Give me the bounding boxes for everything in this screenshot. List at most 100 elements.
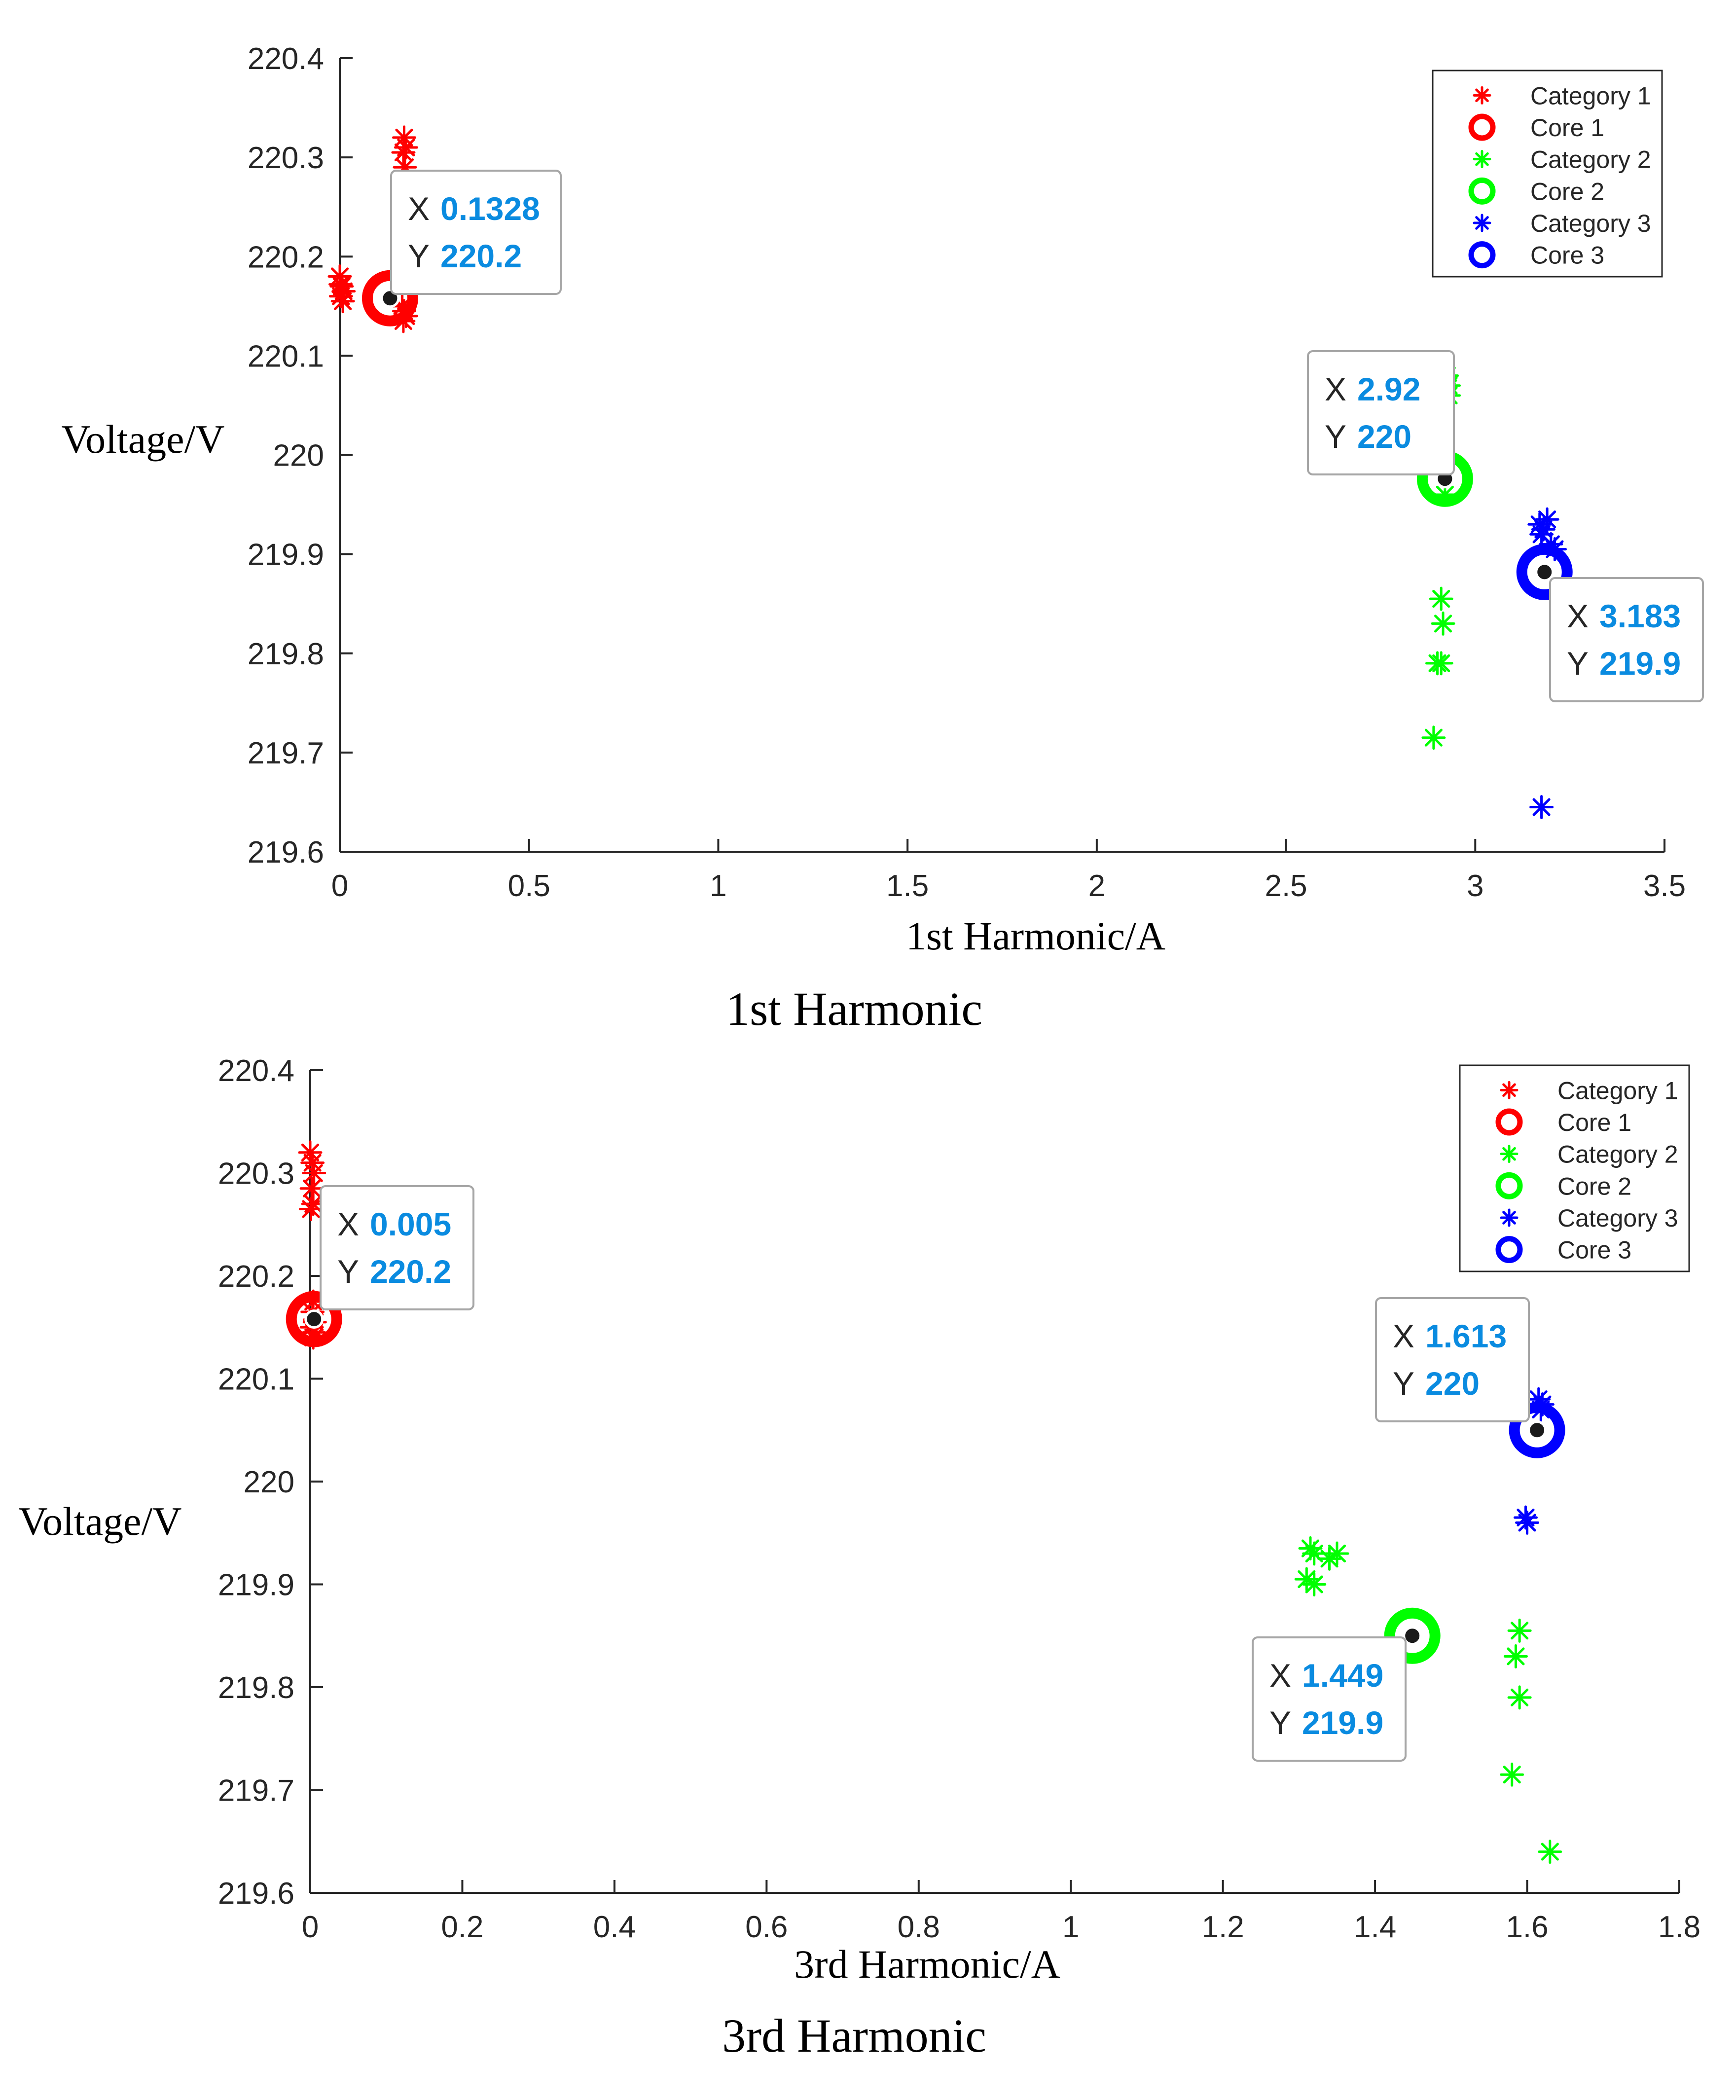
datatip-y-label: Y [408, 238, 430, 274]
datatip-y-label: Y [1393, 1365, 1414, 1402]
data-point [1325, 1541, 1349, 1566]
core-marker [362, 270, 418, 326]
data-point [302, 1161, 326, 1185]
series-core-2 [1384, 1607, 1441, 1664]
data-point [1431, 611, 1455, 636]
datatip-anchor [304, 1309, 324, 1329]
data-point [1429, 651, 1453, 676]
data-point [1529, 795, 1554, 819]
data-point [391, 140, 416, 165]
datatip-anchor [1403, 1626, 1422, 1646]
datatip-x-value: 3.183 [1599, 598, 1681, 634]
data-point [1529, 522, 1554, 546]
y-tick-label: 220.4 [218, 1054, 294, 1088]
x-tick-label: 1 [1062, 1910, 1079, 1944]
chart-panel-1: 0 0.5 1 1.5 2 2.5 3 3.5 219.6 219.7 219.8 219.9 220 2… [61, 42, 1704, 1035]
core-marker [286, 1291, 342, 1347]
data-point [1302, 1541, 1327, 1566]
legend-marker [1495, 1236, 1523, 1264]
legend-marker [1500, 1081, 1519, 1099]
core-marker [1384, 1607, 1441, 1664]
legend-marker [1500, 1145, 1519, 1163]
legend-label: Core 2 [1557, 1172, 1631, 1200]
datatip-anchor [1535, 562, 1555, 582]
y-tick-label: 219.6 [218, 1877, 294, 1911]
data-point [1515, 1510, 1540, 1535]
legend-label: Core 3 [1557, 1236, 1631, 1264]
y-tick-label: 219.9 [218, 1568, 294, 1602]
data-point [1429, 586, 1453, 611]
data-point [1538, 1840, 1562, 1864]
series-core-3 [1509, 1402, 1565, 1458]
data-point [299, 1176, 324, 1201]
y-tick-label: 220.3 [218, 1157, 294, 1191]
data-point [1535, 507, 1559, 532]
data-point [1302, 1572, 1327, 1596]
legend-label: Category 1 [1557, 1077, 1678, 1104]
datatip-x-label: X [1567, 598, 1589, 634]
legend: Category 1 Core 1 Category 2 Core 2 Category… [1432, 70, 1663, 278]
datatip[interactable]: X 0.005 Y 220.2 [320, 1185, 474, 1310]
datatip-y-label: Y [1325, 418, 1346, 455]
y-tick-label: 220.2 [248, 240, 324, 274]
legend-label: Core 1 [1557, 1109, 1631, 1136]
legend-label: Category 1 [1530, 82, 1651, 109]
datatip-y-value: 219.9 [1599, 645, 1681, 682]
datatip-anchor [1527, 1420, 1547, 1440]
datatip[interactable]: X 1.613 Y 220 [1375, 1297, 1530, 1422]
y-tick-label: 220.1 [218, 1363, 294, 1397]
legend-marker [1473, 150, 1491, 169]
y-tick-label: 220.1 [248, 339, 324, 373]
legend-label: Core 3 [1530, 242, 1604, 269]
y-tick-label: 220 [273, 439, 324, 473]
datatip-y-value: 219.9 [1302, 1704, 1383, 1741]
legend-label: Core 2 [1530, 178, 1604, 205]
data-point [1503, 1644, 1528, 1668]
series-core-1 [362, 270, 418, 326]
y-tick-label: 219.7 [248, 736, 324, 770]
data-point [328, 272, 353, 297]
x-tick-label: 1.4 [1354, 1910, 1396, 1944]
datatip[interactable]: X 1.449 Y 219.9 [1252, 1636, 1407, 1762]
y-tick-label: 220.4 [248, 42, 324, 76]
datatip-x-value: 2.92 [1357, 371, 1420, 407]
x-tick-label: 2.5 [1265, 869, 1307, 903]
datatip[interactable]: X 2.92 Y 220 [1307, 350, 1455, 475]
data-point [299, 1196, 324, 1221]
legend-marker [1468, 241, 1496, 269]
y-tick-label: 219.8 [248, 637, 324, 671]
datatip[interactable]: X 3.183 Y 219.9 [1549, 577, 1704, 702]
legend-marker [1473, 214, 1491, 232]
datatip-x-value: 0.1328 [440, 190, 540, 227]
y-tick-label: 219.6 [248, 835, 324, 869]
x-axis-label: 1st Harmonic/A [906, 913, 1165, 958]
datatip-x-label: X [337, 1206, 359, 1242]
datatip[interactable]: X 0.1328 Y 220.2 [390, 170, 562, 295]
y-tick-label: 219.7 [218, 1774, 294, 1808]
y-tick-label: 220.2 [218, 1260, 294, 1294]
y-tick-label: 219.8 [218, 1671, 294, 1705]
chart-panel-2: 0 0.2 0.4 0.6 0.8 1 1.2 1.4 1.6 1.8 219.6 219.7 219.… [18, 1054, 1700, 2062]
datatip-x-value: 1.449 [1302, 1657, 1383, 1694]
datatip-y-label: Y [1269, 1704, 1291, 1741]
datatip-x-label: X [1269, 1657, 1291, 1694]
x-tick-label: 1.2 [1202, 1910, 1244, 1944]
datatip-box [1307, 350, 1455, 475]
legend-marker [1473, 86, 1491, 105]
legend-marker [1468, 113, 1496, 141]
x-tick-label: 0.4 [593, 1910, 636, 1944]
chart-title: 3rd Harmonic [722, 2009, 986, 2062]
x-tick-label: 1.5 [886, 869, 929, 903]
datatip-y-label: Y [337, 1253, 359, 1290]
legend-marker [1468, 177, 1496, 205]
legend-box [1459, 1064, 1690, 1272]
data-point [1507, 1618, 1532, 1643]
data-point [330, 289, 355, 314]
x-tick-label: 0.5 [508, 869, 550, 903]
y-tick-label: 219.9 [248, 538, 324, 572]
x-tick-label: 1.6 [1506, 1910, 1548, 1944]
legend-marker [1495, 1172, 1523, 1199]
core-marker [1509, 1402, 1565, 1458]
x-tick-label: 0 [302, 1910, 319, 1944]
